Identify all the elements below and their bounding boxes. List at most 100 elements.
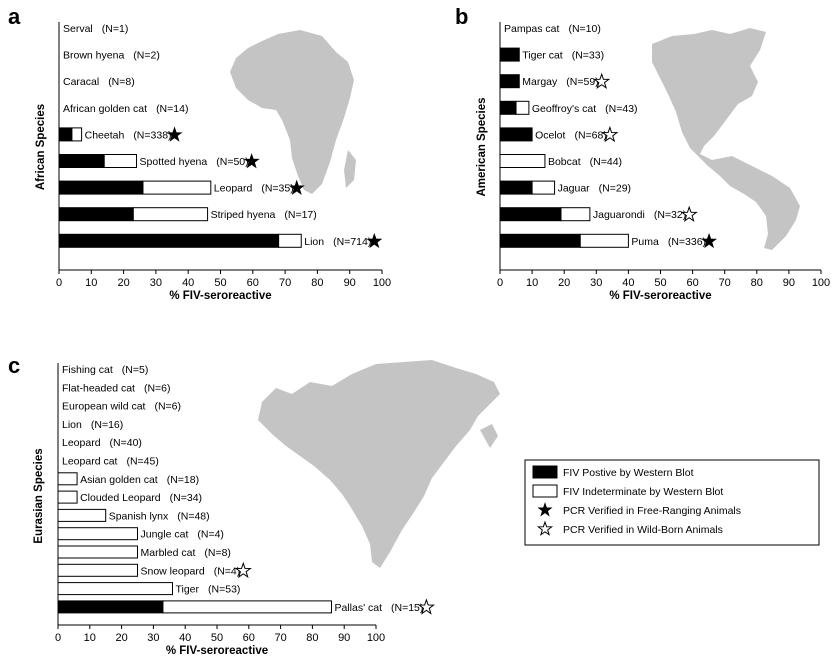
panel-letter: a <box>8 4 21 29</box>
x-tick-label: 80 <box>311 277 323 289</box>
legend-label-positive: FIV Postive by Western Blot <box>563 467 694 479</box>
species-name: African golden cat <box>63 103 147 115</box>
species-label: Jungle cat (N=4) <box>141 529 224 541</box>
species-label: Leopard cat (N=45) <box>62 456 159 468</box>
x-tick-label: 40 <box>179 632 191 644</box>
bar-fiv-indeterminate <box>57 563 138 577</box>
sample-size: (N=2) <box>133 50 160 62</box>
bar-fiv-positive <box>499 127 533 142</box>
x-tick-label: 50 <box>214 277 226 289</box>
species-name: Spotted hyena <box>140 156 208 168</box>
x-tick-label: 20 <box>115 632 127 644</box>
open-star-icon <box>417 598 435 615</box>
sample-size: (N=44) <box>590 156 622 168</box>
species-label: Brown hyena (N=2) <box>63 50 160 62</box>
x-tick-label: 100 <box>812 277 830 289</box>
x-tick-label: 40 <box>622 277 634 289</box>
sample-size: (N=33) <box>572 50 604 62</box>
x-tick-label: 80 <box>306 632 318 644</box>
sample-size: (N=338) <box>133 129 171 141</box>
legend-label-wild-born: PCR Verified in Wild-Born Animals <box>563 524 723 536</box>
x-tick-label: 60 <box>686 277 698 289</box>
species-name: Tiger <box>175 584 199 596</box>
x-tick-label: 50 <box>211 632 223 644</box>
chart-panel-a: a African Species 0 10 20 30 40 50 60 70 80 90 100 % … <box>8 4 391 302</box>
sample-size: (N=14) <box>156 103 188 115</box>
species-name: Pallas' cat <box>334 602 382 614</box>
species-label: Jaguarondi (N=32) <box>593 209 686 221</box>
x-tick-label: 100 <box>367 632 385 644</box>
x-tick-label: 50 <box>654 277 666 289</box>
species-label: Lion (N=16) <box>62 419 123 431</box>
x-tick-label: 30 <box>150 277 162 289</box>
sample-size: (N=29) <box>599 183 631 195</box>
species-label: Ocelot (N=68) <box>535 129 607 141</box>
sample-size: (N=32) <box>654 209 686 221</box>
chart-panel-b: b American Species 0 10 20 30 40 50 60 70 80 90 100%… <box>455 4 830 302</box>
chart-panel-c: c Eurasian Species 0 10 20 30 40 50 60 70 80 90 100%… <box>8 353 500 657</box>
bar-fiv-positive <box>499 47 520 62</box>
sample-size: (N=45) <box>126 456 158 468</box>
bar-fiv-indeterminate <box>132 207 209 222</box>
species-label: Geoffroy's cat (N=43) <box>532 103 638 115</box>
x-tick-label: 0 <box>56 277 62 289</box>
x-tick-label: 10 <box>84 632 96 644</box>
species-name: Asian golden cat <box>80 474 158 486</box>
bar-fiv-positive <box>58 233 280 248</box>
species-name: Jaguarondi <box>593 209 645 221</box>
bar-fiv-indeterminate <box>278 233 302 248</box>
sample-size: (N=8) <box>108 76 135 88</box>
species-label: Snow leopard (N=4) <box>141 565 241 577</box>
open-star-icon <box>593 72 611 90</box>
x-tick-label: 70 <box>279 277 291 289</box>
species-label: Flat-headed cat (N=6) <box>62 382 171 394</box>
species-label: Tiger (N=53) <box>175 584 240 596</box>
species-name: Brown hyena <box>63 50 124 62</box>
species-label: Marbled cat (N=8) <box>141 547 231 559</box>
species-label: Tiger cat (N=33) <box>522 50 604 62</box>
open-star-icon <box>536 520 554 536</box>
sample-size: (N=8) <box>204 547 231 559</box>
legend-box <box>524 459 820 546</box>
bar-fiv-indeterminate <box>142 180 212 195</box>
filled-star-icon <box>288 179 305 195</box>
positive-legend-swatch <box>532 465 558 479</box>
species-label: Clouded Leopard (N=34) <box>80 492 202 504</box>
sample-size: (N=17) <box>284 209 316 221</box>
species-label: Leopard (N=35) <box>214 183 294 195</box>
species-name: Snow leopard <box>141 565 205 577</box>
bar-fiv-indeterminate <box>162 600 332 614</box>
species-name: Marbled cat <box>141 547 196 559</box>
x-tick-label: 70 <box>719 277 731 289</box>
species-label: Spotted hyena (N=50) <box>140 156 249 168</box>
species-label: Leopard (N=40) <box>62 437 142 449</box>
bar-fiv-positive <box>58 154 105 168</box>
sample-size: (N=16) <box>91 419 123 431</box>
africa-map-silhouette <box>230 30 356 194</box>
sample-size: (N=40) <box>110 437 142 449</box>
legend-label-indeterminate: FIV Indeterminate by Western Blot <box>563 486 723 498</box>
x-tick-label: 90 <box>338 632 350 644</box>
bar-fiv-indeterminate <box>103 154 138 168</box>
sample-size: (N=43) <box>605 103 637 115</box>
panel-letter: c <box>8 353 20 378</box>
filled-star-icon <box>537 502 553 517</box>
bar-fiv-positive <box>499 207 562 222</box>
x-tick-label: 40 <box>182 277 194 289</box>
x-tick-label: 100 <box>373 277 391 289</box>
bar-fiv-positive <box>58 207 134 222</box>
species-name: Bobcat <box>548 156 581 168</box>
species-name: Leopard <box>62 437 101 449</box>
legend-label-free-ranging: PCR Verified in Free-Ranging Animals <box>563 505 741 517</box>
sample-size: (N=336) <box>668 236 706 248</box>
sample-size: (N=4) <box>214 565 241 577</box>
eurasia-map-silhouette <box>258 360 500 568</box>
bar-fiv-indeterminate <box>57 582 173 596</box>
bar-fiv-indeterminate <box>560 207 591 222</box>
species-name: Serval <box>63 23 93 35</box>
bar-fiv-positive <box>58 180 144 195</box>
bar-fiv-indeterminate <box>579 233 629 248</box>
y-axis-title: Eurasian Species <box>33 448 45 543</box>
sample-size: (N=6) <box>144 382 171 394</box>
